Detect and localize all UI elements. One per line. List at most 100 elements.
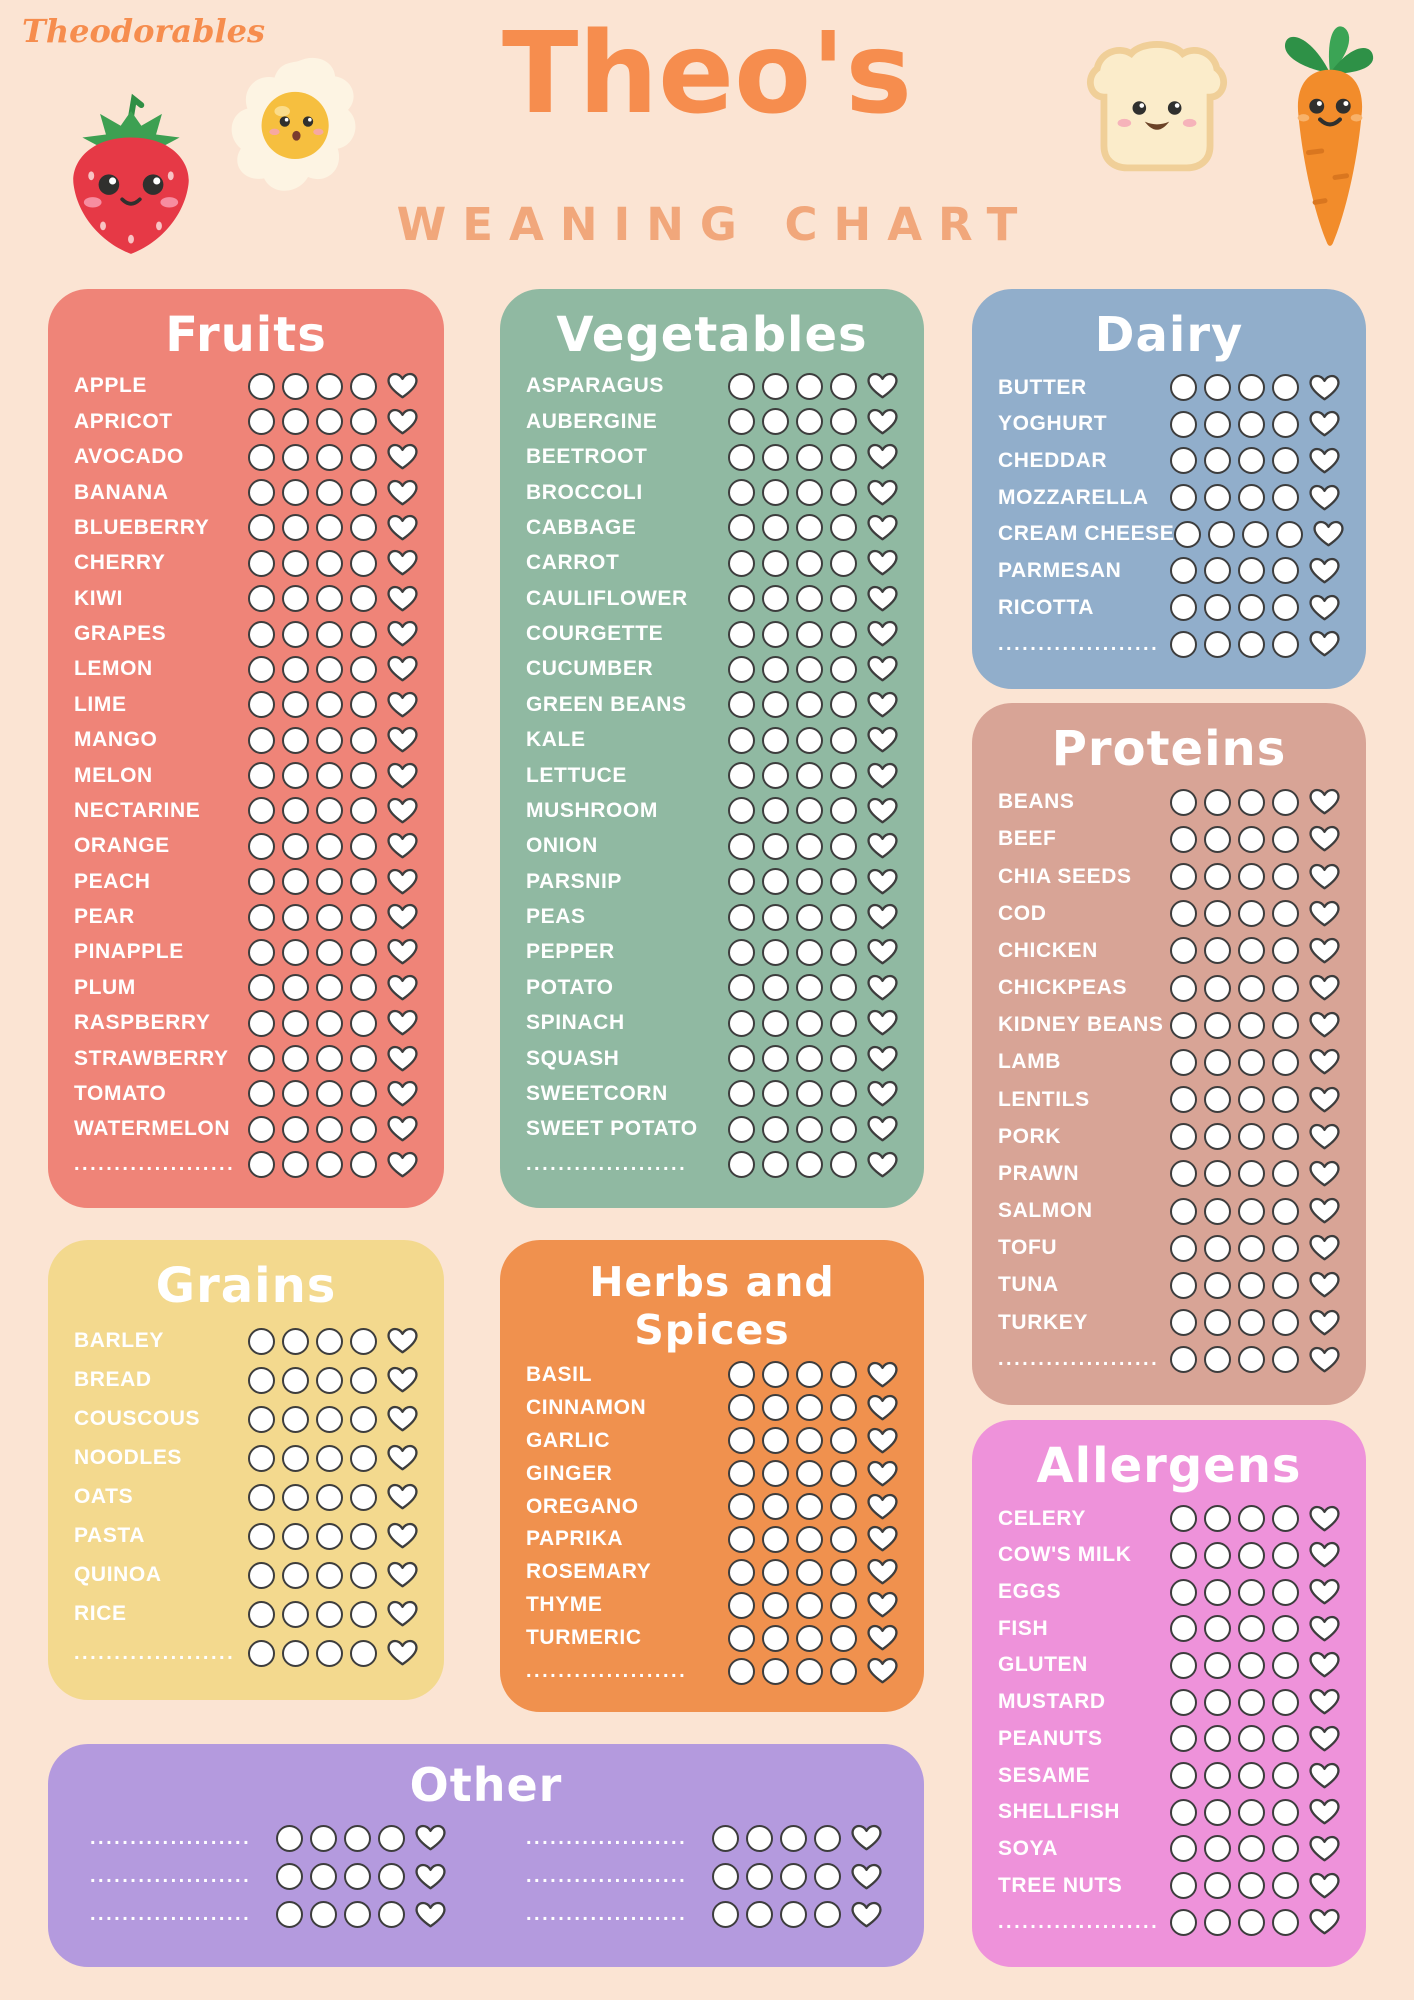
tracker-circle[interactable] — [1170, 1234, 1197, 1262]
tracker-circle[interactable] — [350, 585, 377, 613]
tracker-circle[interactable] — [276, 1901, 303, 1929]
tracker-circle[interactable] — [282, 1444, 309, 1472]
tracker-circle[interactable] — [1272, 1160, 1299, 1188]
tracker-circle[interactable] — [1238, 557, 1265, 585]
heart-icon[interactable] — [387, 655, 418, 683]
heart-icon[interactable] — [867, 1591, 898, 1619]
tracker-circle[interactable] — [350, 1366, 377, 1394]
heart-icon[interactable] — [1309, 1615, 1340, 1643]
tracker-circle[interactable] — [1170, 1309, 1197, 1337]
heart-icon[interactable] — [851, 1824, 882, 1852]
tracker-circle[interactable] — [762, 479, 789, 506]
tracker-circle[interactable] — [1204, 1271, 1231, 1299]
tracker-circle[interactable] — [762, 938, 789, 966]
tracker-circle[interactable] — [728, 479, 755, 506]
tracker-circle[interactable] — [350, 1444, 377, 1472]
tracker-circle[interactable] — [796, 1624, 823, 1652]
tracker-circle[interactable] — [1170, 1541, 1197, 1569]
heart-icon[interactable] — [1309, 1086, 1340, 1114]
tracker-circle[interactable] — [830, 1657, 857, 1685]
tracker-circle[interactable] — [796, 832, 823, 860]
tracker-circle[interactable] — [830, 903, 857, 931]
tracker-circle[interactable] — [1238, 1086, 1265, 1114]
tracker-circle[interactable] — [248, 372, 275, 400]
tracker-circle[interactable] — [762, 974, 789, 1002]
tracker-circle[interactable] — [282, 372, 309, 400]
tracker-circle[interactable] — [1272, 825, 1299, 853]
heart-icon[interactable] — [867, 1361, 898, 1389]
tracker-circle[interactable] — [344, 1901, 371, 1929]
tracker-circle[interactable] — [350, 479, 377, 506]
heart-icon[interactable] — [1309, 1578, 1340, 1606]
tracker-circle[interactable] — [1272, 1798, 1299, 1826]
tracker-circle[interactable] — [282, 1115, 309, 1143]
tracker-circle[interactable] — [248, 1045, 275, 1072]
tracker-circle[interactable] — [814, 1901, 841, 1929]
tracker-circle[interactable] — [1272, 788, 1299, 816]
tracker-circle[interactable] — [248, 585, 275, 613]
heart-icon[interactable] — [1309, 630, 1340, 658]
heart-icon[interactable] — [867, 1009, 898, 1037]
tracker-circle[interactable] — [350, 655, 377, 683]
tracker-circle[interactable] — [1204, 1541, 1231, 1569]
tracker-circle[interactable] — [282, 868, 309, 896]
tracker-circle[interactable] — [830, 585, 857, 613]
tracker-circle[interactable] — [1238, 825, 1265, 853]
tracker-circle[interactable] — [728, 1624, 755, 1652]
tracker-circle[interactable] — [796, 1525, 823, 1553]
heart-icon[interactable] — [387, 514, 418, 542]
tracker-circle[interactable] — [746, 1901, 773, 1929]
tracker-circle[interactable] — [1204, 594, 1231, 622]
tracker-circle[interactable] — [1272, 900, 1299, 928]
tracker-circle[interactable] — [1204, 1578, 1231, 1606]
tracker-circle[interactable] — [1272, 374, 1299, 402]
tracker-circle[interactable] — [762, 585, 789, 613]
tracker-circle[interactable] — [350, 762, 377, 789]
tracker-circle[interactable] — [316, 372, 343, 400]
tracker-circle[interactable] — [1170, 1086, 1197, 1114]
tracker-circle[interactable] — [282, 585, 309, 613]
tracker-circle[interactable] — [344, 1824, 371, 1852]
tracker-circle[interactable] — [762, 1460, 789, 1488]
tracker-circle[interactable] — [830, 549, 857, 577]
tracker-circle[interactable] — [746, 1824, 773, 1852]
tracker-circle[interactable] — [1170, 1048, 1197, 1076]
tracker-circle[interactable] — [316, 408, 343, 436]
tracker-circle[interactable] — [1204, 1872, 1231, 1900]
tracker-circle[interactable] — [728, 903, 755, 931]
tracker-circle[interactable] — [282, 1639, 309, 1667]
tracker-circle[interactable] — [282, 479, 309, 506]
heart-icon[interactable] — [1309, 1835, 1340, 1863]
tracker-circle[interactable] — [316, 903, 343, 931]
tracker-circle[interactable] — [728, 1657, 755, 1685]
tracker-circle[interactable] — [248, 620, 275, 648]
tracker-circle[interactable] — [1272, 1309, 1299, 1337]
tracker-circle[interactable] — [1204, 900, 1231, 928]
tracker-circle[interactable] — [830, 1115, 857, 1143]
heart-icon[interactable] — [1309, 484, 1340, 512]
tracker-circle[interactable] — [1170, 1798, 1197, 1826]
tracker-circle[interactable] — [350, 726, 377, 754]
tracker-circle[interactable] — [316, 1600, 343, 1628]
heart-icon[interactable] — [387, 479, 418, 507]
tracker-circle[interactable] — [248, 797, 275, 825]
tracker-circle[interactable] — [316, 514, 343, 542]
tracker-circle[interactable] — [830, 797, 857, 825]
tracker-circle[interactable] — [712, 1901, 739, 1929]
tracker-circle[interactable] — [1238, 788, 1265, 816]
tracker-circle[interactable] — [780, 1824, 807, 1852]
tracker-circle[interactable] — [796, 1080, 823, 1108]
tracker-circle[interactable] — [316, 868, 343, 896]
tracker-circle[interactable] — [1170, 788, 1197, 816]
tracker-circle[interactable] — [1238, 447, 1265, 475]
tracker-circle[interactable] — [830, 1460, 857, 1488]
tracker-circle[interactable] — [1170, 937, 1197, 965]
tracker-circle[interactable] — [316, 1444, 343, 1472]
tracker-circle[interactable] — [1204, 1346, 1231, 1374]
tracker-circle[interactable] — [1170, 1835, 1197, 1863]
tracker-circle[interactable] — [762, 443, 789, 471]
tracker-circle[interactable] — [282, 1327, 309, 1355]
heart-icon[interactable] — [1309, 410, 1340, 438]
tracker-circle[interactable] — [762, 1115, 789, 1143]
tracker-circle[interactable] — [1238, 1798, 1265, 1826]
